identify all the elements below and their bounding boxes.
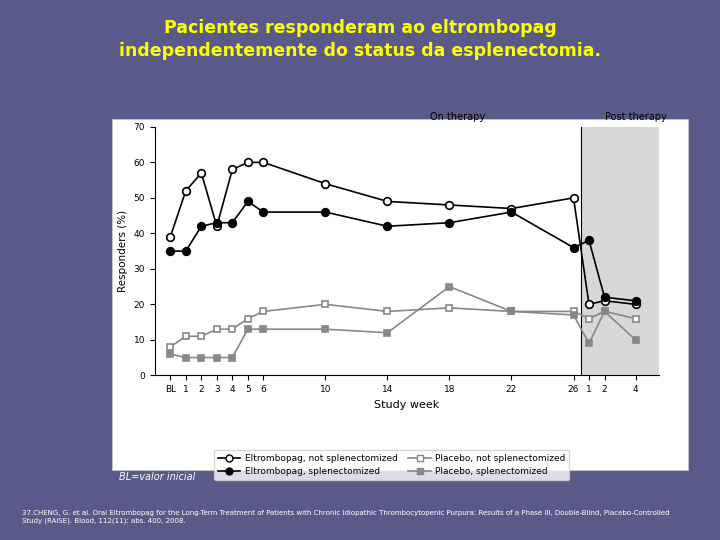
X-axis label: Study week: Study week <box>374 400 439 409</box>
Text: Post therapy: Post therapy <box>606 112 667 122</box>
Y-axis label: Responders (%): Responders (%) <box>118 210 128 292</box>
Text: 37.CHENG, G. et al. Oral Eltrombopag for the Long-Term Treatment of Patients wit: 37.CHENG, G. et al. Oral Eltrombopag for… <box>22 510 669 524</box>
Legend: Eltrombopag, not splenectomized, Eltrombopag, splenectomized, Placebo, not splen: Eltrombopag, not splenectomized, Eltromb… <box>214 450 570 480</box>
Text: Pacientes responderam ao eltrombopag
independentemente do status da esplenectomi: Pacientes responderam ao eltrombopag ind… <box>119 19 601 60</box>
Text: BL=valor inicial: BL=valor inicial <box>119 472 195 483</box>
Text: On therapy: On therapy <box>430 112 485 122</box>
Bar <box>581 127 659 375</box>
